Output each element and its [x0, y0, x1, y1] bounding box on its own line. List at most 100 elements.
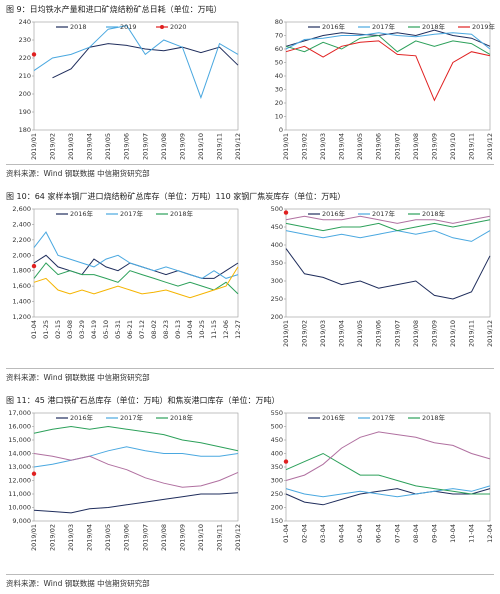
- figure-caption: 图 9：日均铁水产量和进口矿烧结粉矿总日耗（单位：万吨）: [6, 5, 222, 14]
- data-point: [283, 210, 289, 215]
- x-tick-label: 2019/11: [467, 133, 475, 160]
- x-tick-label: 05-10: [102, 320, 110, 339]
- x-tick-label: 2019/08: [160, 524, 168, 551]
- data-point: [31, 52, 37, 57]
- figure-caption: 图 10：64 家样本钢厂进口烧结粉矿总库存（单位：万吨）110 家钢厂焦炭库存…: [6, 192, 346, 201]
- y-tick-label: 190: [19, 108, 31, 116]
- y-tick-label: 150: [271, 517, 283, 525]
- y-tick-label: 11,000: [8, 490, 31, 498]
- series-line: [285, 219, 491, 232]
- series-line: [285, 230, 491, 242]
- series-line: [33, 262, 239, 295]
- x-tick-label: 2019/09: [430, 133, 438, 160]
- y-tick-label: 350: [271, 259, 283, 267]
- x-tick-label: 2019/11: [467, 320, 475, 347]
- x-tick-label: 2019/03: [67, 524, 75, 551]
- series-line: [285, 32, 491, 50]
- x-tick-label: 08-04: [412, 524, 420, 543]
- x-tick-label: 2019/09: [178, 524, 186, 551]
- x-tick-label: 2019/01: [282, 133, 290, 160]
- y-tick-label: 17,000: [8, 409, 31, 417]
- y-tick-label: 2,000: [12, 251, 31, 259]
- x-tick-label: 2019/08: [412, 133, 420, 160]
- series-line: [285, 34, 491, 55]
- y-tick-label: 200: [19, 90, 31, 98]
- x-tick-label: 2019/01: [30, 524, 38, 551]
- x-tick-label: 03-29: [78, 320, 86, 339]
- x-tick-label: 12-06: [222, 320, 230, 339]
- series-line: [33, 492, 239, 514]
- source-note: 资料来源：Wind 钢联数据 中信期货研究部: [6, 164, 494, 179]
- series-line: [33, 266, 239, 299]
- series-line: [33, 453, 239, 488]
- y-tick-label: 10,000: [8, 504, 31, 512]
- series-line: [285, 431, 491, 481]
- x-tick-label: 01-25: [42, 320, 50, 339]
- x-tick-label: 02-04: [301, 524, 309, 543]
- legend-label: 2018: [70, 23, 87, 31]
- x-tick-label: 2019/03: [67, 133, 75, 160]
- x-tick-label: 08-02: [150, 320, 158, 339]
- y-tick-label: 60: [275, 45, 283, 53]
- y-tick-label: 240: [19, 18, 31, 26]
- x-tick-label: 2019/12: [486, 320, 494, 347]
- legend-marker: [160, 25, 164, 29]
- x-tick-label: 2019/11: [215, 133, 223, 160]
- x-tick-label: 06-21: [126, 320, 134, 339]
- x-tick-label: 2019/07: [393, 133, 401, 160]
- y-tick-label: 550: [271, 409, 283, 417]
- series-line: [285, 488, 491, 506]
- series-line: [285, 215, 491, 224]
- x-tick-label: 2019/02: [49, 133, 57, 160]
- x-tick-label: 2019/11: [215, 524, 223, 551]
- x-tick-label: 06-04: [375, 524, 383, 543]
- x-tick-label: 2019/06: [375, 133, 383, 160]
- x-tick-label: 11-15: [210, 320, 218, 339]
- y-tick-label: 16,000: [8, 423, 31, 431]
- y-tick-label: 220: [19, 54, 31, 62]
- series-line: [33, 446, 239, 468]
- y-tick-label: 50: [275, 59, 283, 67]
- x-tick-label: 10-04: [186, 320, 194, 339]
- legend-label: 2018年: [170, 413, 194, 422]
- y-tick-label: 15,000: [8, 436, 31, 444]
- series-line: [285, 40, 491, 102]
- data-point: [31, 263, 37, 269]
- legend-label: 2018年: [422, 209, 446, 218]
- y-tick-label: 400: [271, 241, 283, 249]
- legend-label: 2018年: [422, 413, 446, 422]
- y-tick-label: 200: [271, 313, 283, 321]
- x-tick-label: 2019/12: [486, 133, 494, 160]
- x-tick-label: 04-19: [90, 320, 98, 339]
- x-tick-label: 05-04: [356, 524, 364, 543]
- x-tick-label: 2019/07: [393, 320, 401, 347]
- x-tick-label: 2019/06: [123, 524, 131, 551]
- x-tick-label: 2019/05: [356, 320, 364, 347]
- x-tick-label: 2019/08: [160, 133, 168, 160]
- x-tick-label: 05-31: [114, 320, 122, 339]
- y-tick-label: 450: [271, 223, 283, 231]
- x-tick-label: 10-04: [449, 524, 457, 543]
- x-tick-label: 2019/04: [338, 133, 346, 160]
- x-tick-label: 2019/06: [123, 133, 131, 160]
- y-tick-label: 13,000: [8, 463, 31, 471]
- x-tick-label: 2019/03: [319, 320, 327, 347]
- series-line: [33, 231, 239, 279]
- x-tick-label: 2019/02: [49, 524, 57, 551]
- y-tick-label: 250: [271, 490, 283, 498]
- y-tick-label: 1,800: [12, 267, 31, 275]
- y-tick-label: 70: [275, 32, 283, 40]
- legend-label: 2017年: [120, 413, 144, 422]
- plot-frame: [33, 21, 239, 131]
- x-tick-label: 2019/04: [86, 133, 94, 160]
- legend-label: 2016年: [322, 413, 346, 422]
- y-tick-label: 350: [271, 463, 283, 471]
- y-tick-label: 2,600: [12, 205, 31, 213]
- legend-label: 2018年: [422, 22, 446, 31]
- x-tick-label: 2019/02: [301, 320, 309, 347]
- x-tick-label: 2019/04: [338, 320, 346, 347]
- y-tick-label: 14,000: [8, 450, 31, 458]
- x-tick-label: 03-04: [319, 524, 327, 543]
- chart: 0 10 20 30 40 50 60 70 80 2019/01 2019/02 2019/03 20…: [275, 18, 496, 160]
- series-line: [285, 248, 491, 300]
